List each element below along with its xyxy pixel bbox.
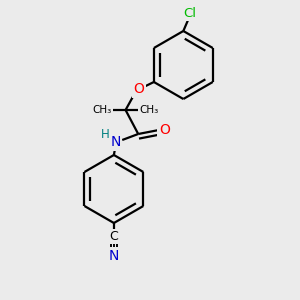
Text: CH₃: CH₃ — [139, 105, 158, 115]
Text: CH₃: CH₃ — [93, 105, 112, 115]
Text: H: H — [101, 128, 110, 142]
Text: Cl: Cl — [183, 7, 196, 20]
Text: O: O — [134, 82, 144, 96]
Text: O: O — [159, 123, 170, 137]
Text: N: N — [110, 135, 121, 149]
Text: N: N — [109, 249, 119, 263]
Text: C: C — [110, 230, 118, 243]
